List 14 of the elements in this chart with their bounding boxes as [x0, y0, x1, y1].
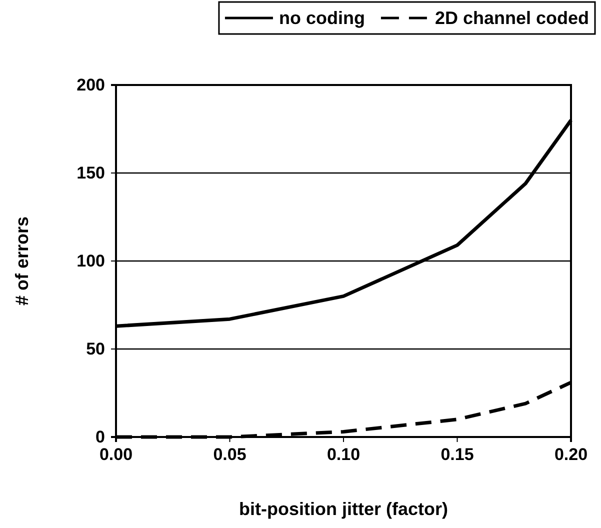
x-tick-label: 0.00 — [99, 445, 133, 464]
legend-label: no coding — [278, 8, 365, 28]
y-tick-label: 150 — [76, 163, 105, 182]
y-axis-title: # of errors — [12, 216, 32, 306]
x-tick-label: 0.10 — [326, 445, 360, 464]
y-tick-label: 100 — [76, 251, 105, 270]
x-tick-label: 0.15 — [440, 445, 474, 464]
y-tick-label: 200 — [76, 75, 105, 94]
x-tick-label: 0.20 — [554, 445, 588, 464]
y-tick-label: 0 — [96, 427, 105, 446]
x-axis-title: bit-position jitter (factor) — [239, 499, 448, 519]
legend-label: 2D channel coded — [434, 8, 589, 28]
y-tick-label: 50 — [86, 339, 105, 358]
x-tick-label: 0.05 — [213, 445, 246, 464]
